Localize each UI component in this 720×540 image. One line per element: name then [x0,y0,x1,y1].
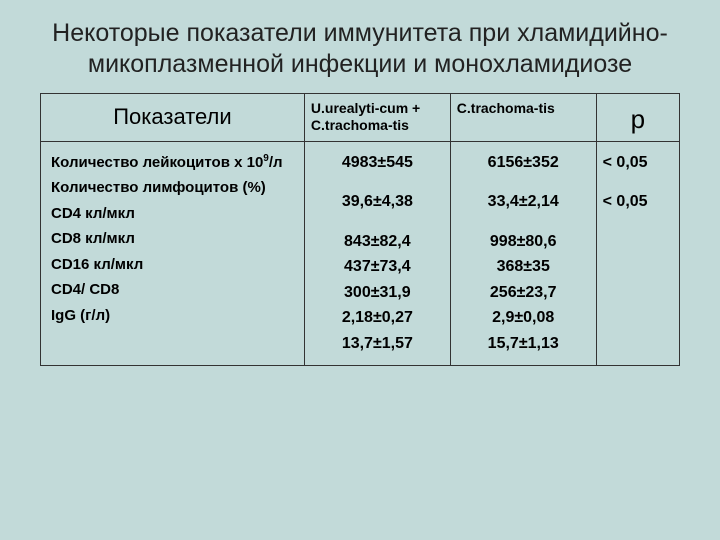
g1-v2: 843±82,4 [309,229,446,255]
g1-v6: 13,7±1,57 [309,331,446,357]
g2-v0: 6156±352 [455,150,592,176]
header-indicator: Показатели [41,93,305,141]
header-p: р [596,93,679,141]
g1-v3: 437±73,4 [309,254,446,280]
header-group1: U.urealyti-cum + C.trachoma-tis [304,93,450,141]
p-v1: < 0,05 [603,189,673,215]
row-label-0-suffix: /л [269,154,283,171]
immunology-table: Показатели U.urealyti-cum + C.trachoma-t… [40,93,680,366]
g1-v1: 39,6±4,38 [309,189,446,215]
slide-container: Некоторые показатели иммунитета при хлам… [0,0,720,540]
row-label-6: IgG (г/л) [51,303,294,329]
g1-v5: 2,18±0,27 [309,305,446,331]
table-data-row: Количество лейкоцитов х 109/л Количество… [41,141,680,365]
group1-cell: 4983±545 39,6±4,38 843±82,4 437±73,4 300… [304,141,450,365]
group2-cell: 6156±352 33,4±2,14 998±80,6 368±35 256±2… [450,141,596,365]
p-v0: < 0,05 [603,150,673,176]
row-label-3: CD8 кл/мкл [51,226,294,252]
g2-v5: 2,9±0,08 [455,305,592,331]
row-label-0-text: Количество лейкоцитов х 10 [51,154,263,171]
g2-v6: 15,7±1,13 [455,331,592,357]
spacer [455,175,592,189]
row-label-2: CD4 кл/мкл [51,201,294,227]
spacer [603,175,673,189]
g2-v1: 33,4±2,14 [455,189,592,215]
row-label-4: CD16 кл/мкл [51,252,294,278]
g2-v4: 256±23,7 [455,280,592,306]
g1-v0: 4983±545 [309,150,446,176]
header-group2: C.trachoma-tis [450,93,596,141]
row-label-1: Количество лимфоцитов (%) [51,175,294,201]
g2-v2: 998±80,6 [455,229,592,255]
row-label-0: Количество лейкоцитов х 109/л [51,150,294,176]
g1-v4: 300±31,9 [309,280,446,306]
spacer [309,215,446,229]
slide-title: Некоторые показатели иммунитета при хлам… [40,18,680,81]
spacer [455,215,592,229]
row-labels-cell: Количество лейкоцитов х 109/л Количество… [41,141,305,365]
table-header-row: Показатели U.urealyti-cum + C.trachoma-t… [41,93,680,141]
p-cell: < 0,05 < 0,05 [596,141,679,365]
spacer [309,175,446,189]
row-label-5: CD4/ CD8 [51,277,294,303]
g2-v3: 368±35 [455,254,592,280]
